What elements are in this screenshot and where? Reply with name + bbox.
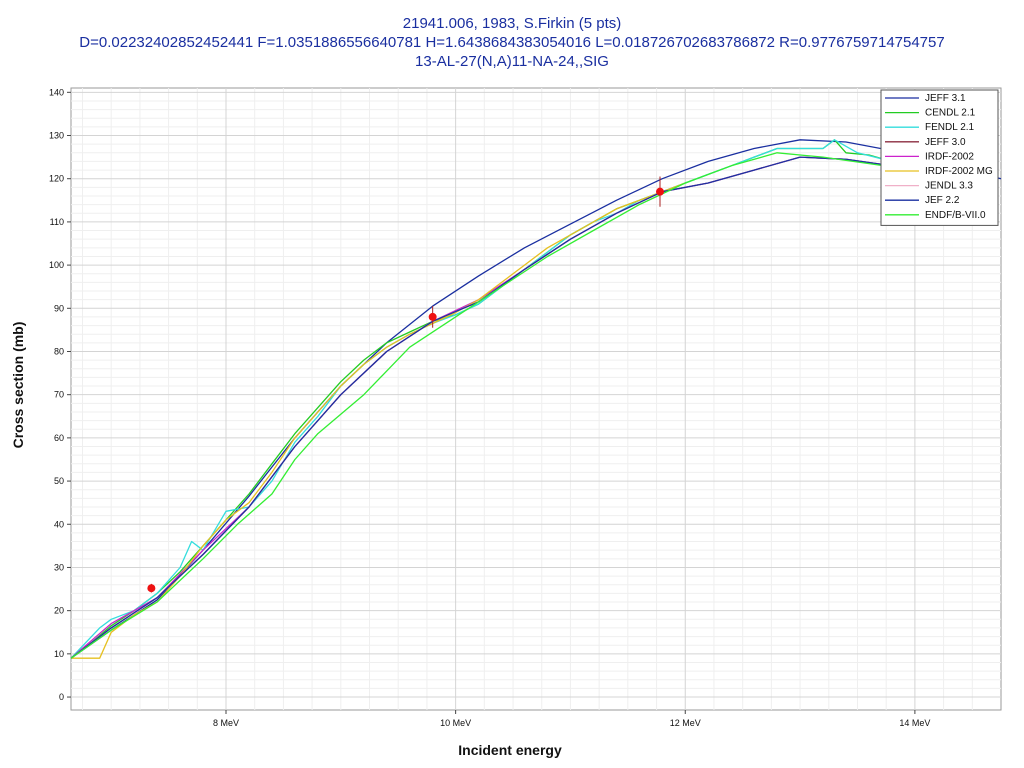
chart-title: 21941.006, 1983, S.Firkin (5 pts) D=0.02… [0,14,1024,71]
y-tick-label: 120 [49,174,64,184]
chart-title-line-1: 21941.006, 1983, S.Firkin (5 pts) [402,15,622,32]
x-tick-label: 14 MeV [899,718,930,728]
data-point-1 [428,312,437,321]
legend-label-2: FENDL 2.1 [925,122,975,133]
legend-label-6: JENDL 3.3 [925,181,973,192]
legend: JEFF 3.1 CENDL 2.1 FENDL 2.1 JEFF 3.0 IRDF-2… [880,89,999,226]
series-lines [70,139,1002,659]
y-axis-label: Cross section (mb) [10,322,26,449]
y-tick-label: 0 [59,692,64,702]
plot-area [70,87,1002,711]
chart-title-line-3: 13-AL-27(N,A)11-NA-24,,SIG [415,53,609,70]
y-tick-label: 100 [49,260,64,270]
y-tick-label: 50 [54,476,64,486]
x-tick-label: 12 MeV [670,718,701,728]
legend-label-7: JEF 2.2 [925,195,960,206]
legend-label-3: JEFF 3.0 [925,137,966,148]
chart-title-line-2: D=0.02232402852452441 F=1.03518865566407… [79,34,945,51]
x-tick-label: 8 MeV [213,718,239,728]
y-tick-label: 90 [54,303,64,313]
legend-label-0: JEFF 3.1 [925,93,966,104]
y-tick-label: 10 [54,649,64,659]
y-tick-label: 70 [54,390,64,400]
series-line-5 [71,182,686,659]
x-tick-label: 10 MeV [440,718,471,728]
x-axis-ticks: 8 MeV 10 MeV 12 MeV 14 MeV [213,710,930,728]
series-line-0 [70,139,1002,659]
legend-label-5: IRDF-2002 MG [925,166,993,177]
series-line-8 [70,152,915,659]
y-tick-label: 60 [54,433,64,443]
y-tick-label: 80 [54,346,64,356]
legend-label-8: ENDF/B-VII.0 [925,210,986,221]
data-point-0 [147,584,156,593]
legend-label-4: IRDF-2002 [925,151,974,162]
y-tick-label: 110 [50,217,64,227]
series-line-7 [70,156,916,659]
y-tick-label: 140 [49,87,64,97]
y-tick-label: 20 [54,606,64,616]
experimental-points [147,176,664,593]
y-tick-label: 40 [54,519,64,529]
x-axis-label: Incident energy [458,742,562,758]
y-tick-label: 30 [54,562,64,572]
y-axis-ticks: 0 10 20 30 40 50 60 70 80 90 100 110 120 130 140 [49,87,71,702]
y-tick-label: 130 [49,131,64,141]
grid [71,88,1001,710]
legend-label-1: CENDL 2.1 [925,108,976,119]
series-line-2 [70,139,916,659]
data-point-2 [656,187,664,196]
